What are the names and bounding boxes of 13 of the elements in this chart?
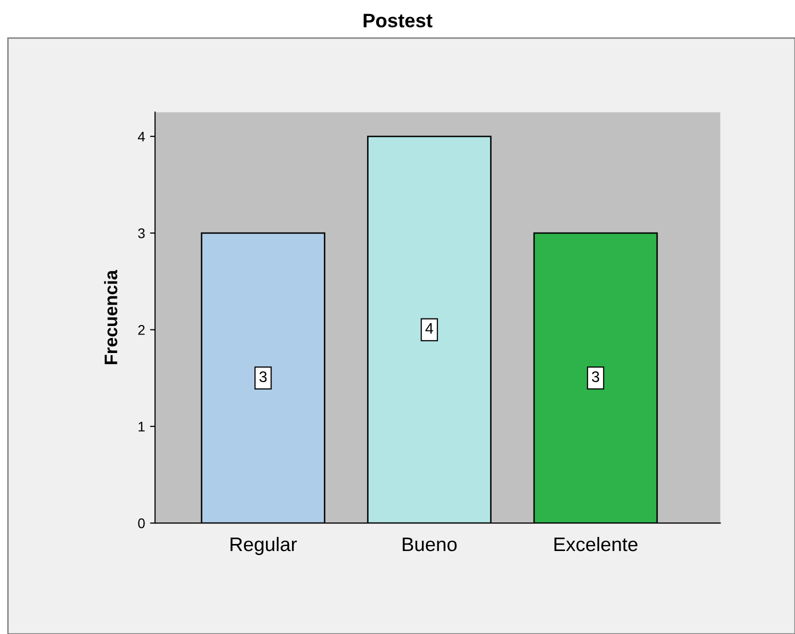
y-tick-label: 4 (138, 132, 145, 142)
chart-title: Postest (364, 14, 432, 28)
x-tick-label: Regular (230, 536, 297, 556)
x-tick-label: Bueno (402, 538, 457, 552)
y-tick-label: 3 (138, 228, 145, 238)
data-label: 4 (425, 323, 434, 334)
y-tick-label: 2 (138, 325, 145, 335)
y-tick-label: 0 (138, 518, 145, 528)
y-tick-label: 1 (138, 422, 145, 432)
y-axis-title: Frecuencia (104, 270, 118, 364)
data-label: 3 (592, 371, 600, 382)
x-tick-label: Excelente (554, 536, 638, 552)
data-label: 3 (259, 371, 267, 382)
